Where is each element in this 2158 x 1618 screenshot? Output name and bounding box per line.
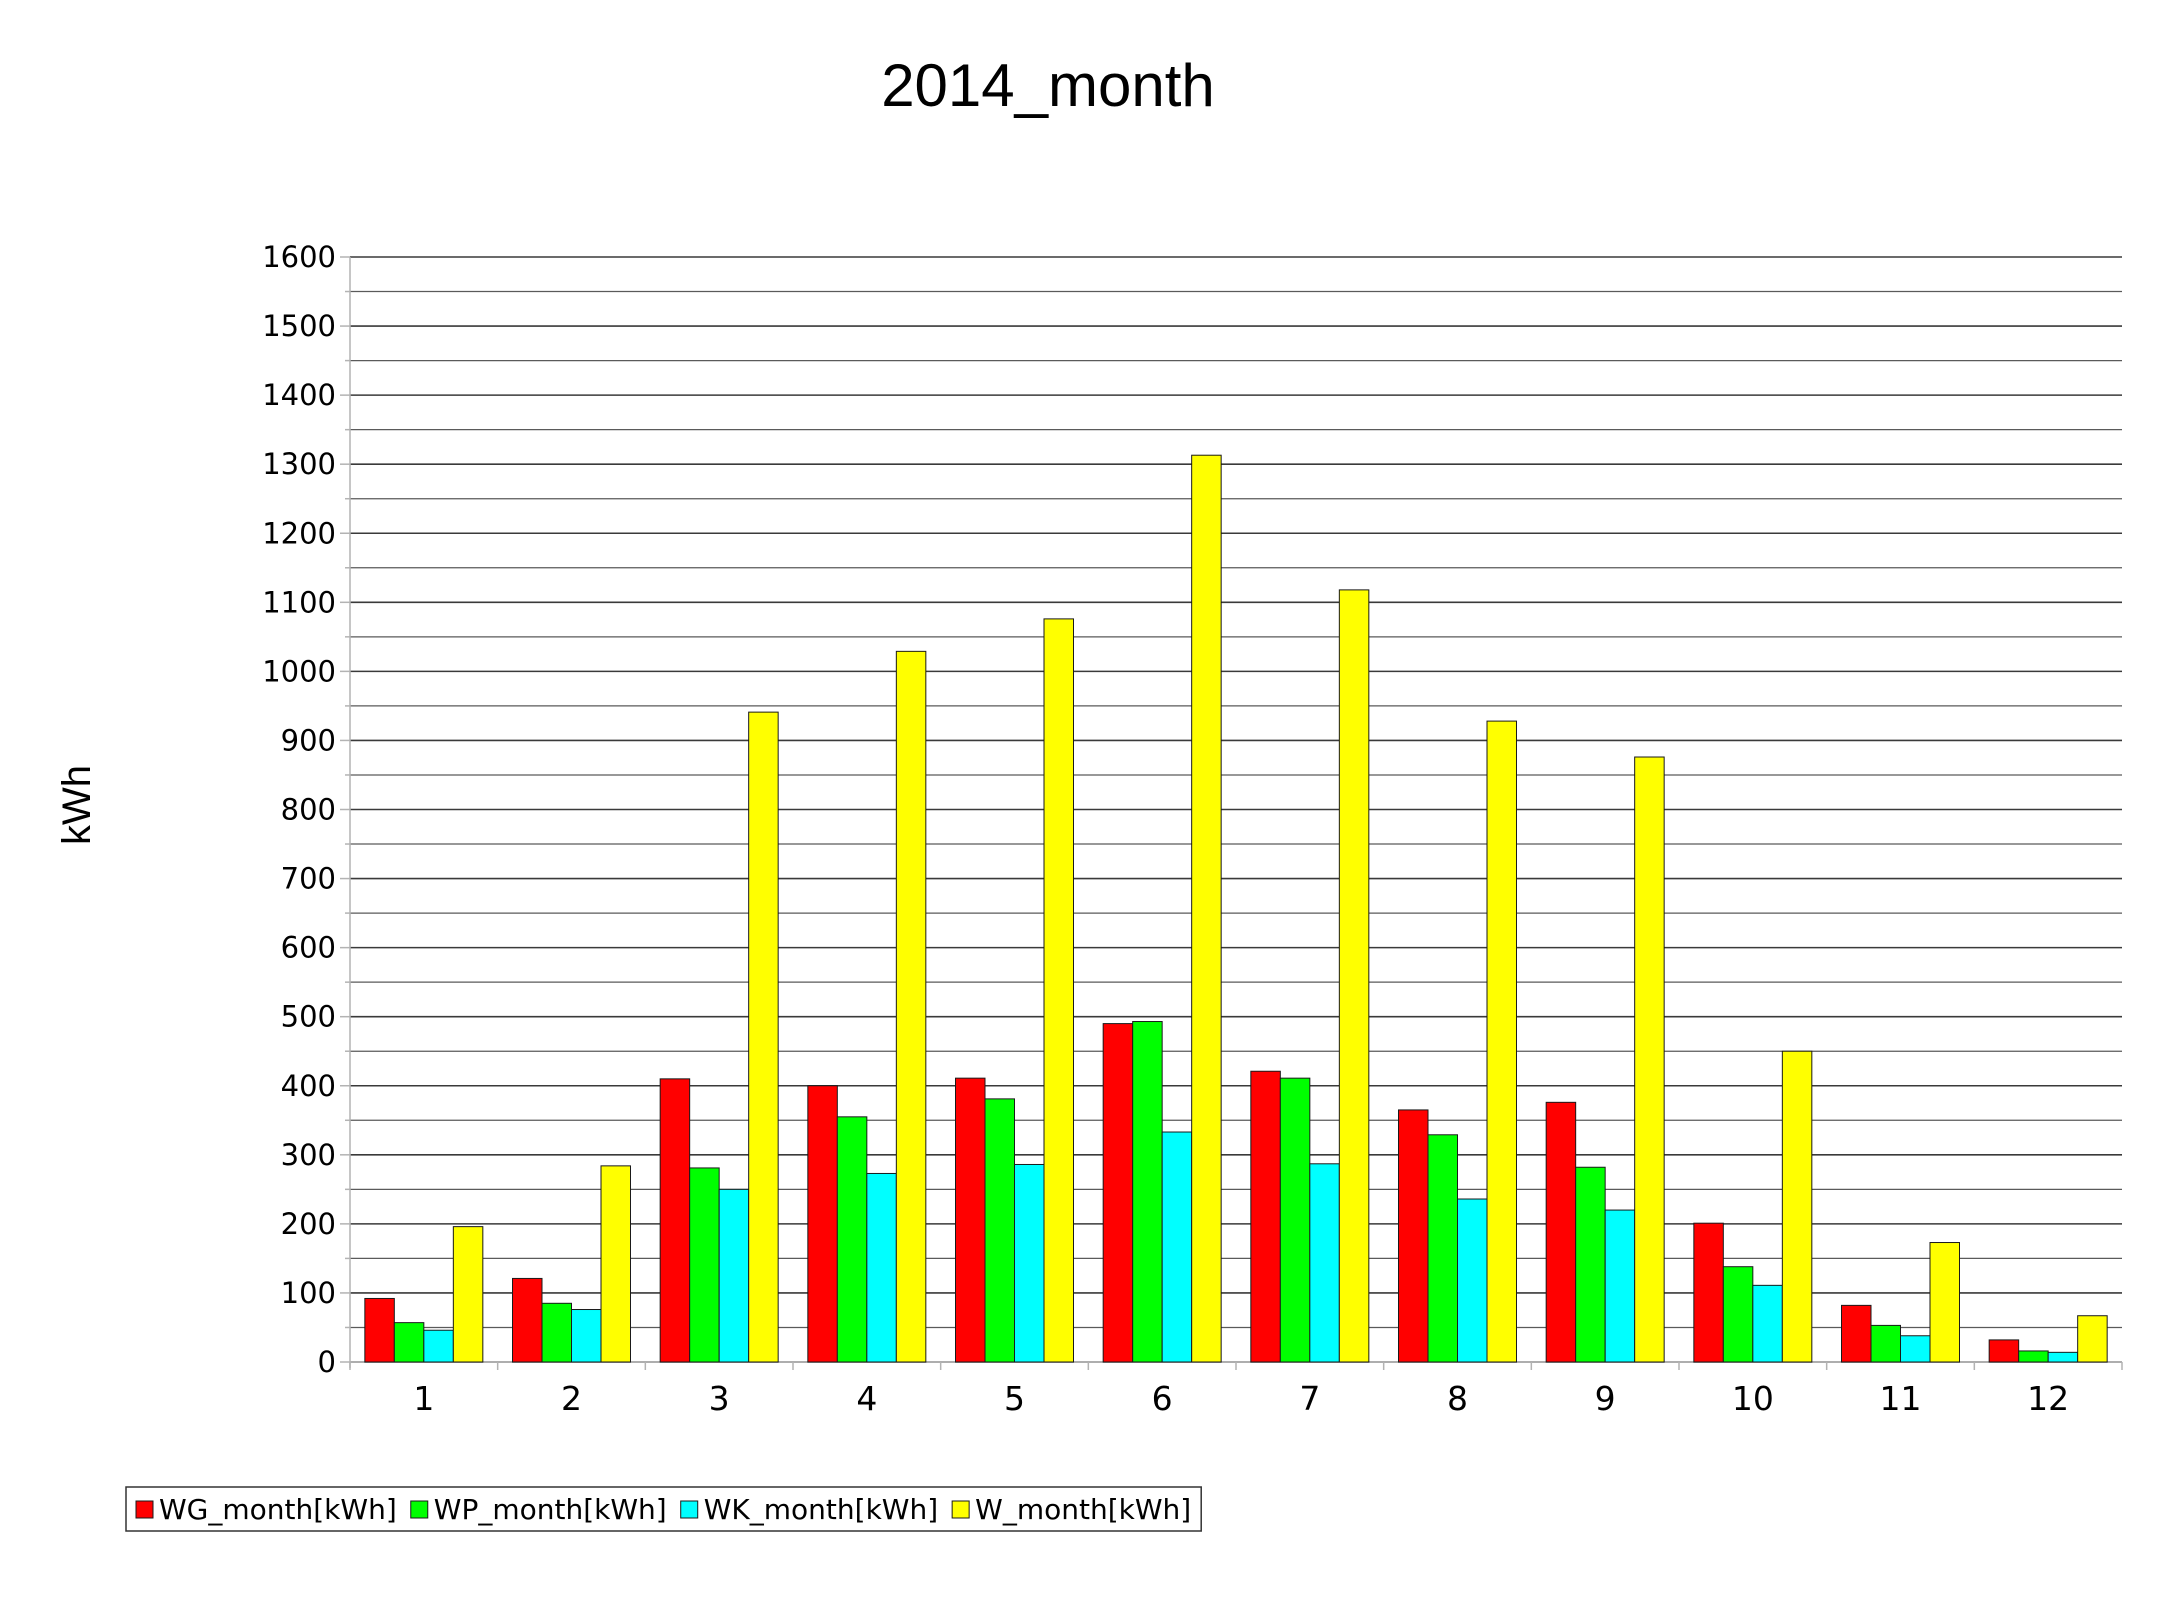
bar <box>689 1167 720 1363</box>
y-tick-label: 400 <box>281 1069 336 1103</box>
bar <box>866 1172 897 1363</box>
x-tick-label: 12 <box>2027 1379 2069 1418</box>
bar <box>571 1309 602 1363</box>
bar <box>1752 1284 1783 1363</box>
y-tick-label: 1300 <box>262 447 336 481</box>
legend-entry: W_month[kWh] <box>975 1493 1191 1526</box>
bar <box>1870 1324 1901 1363</box>
bar <box>1279 1077 1311 1363</box>
y-tick-label: 600 <box>281 931 336 965</box>
y-tick-label: 300 <box>281 1138 336 1172</box>
bar <box>2077 1315 2108 1363</box>
y-tick-label: 900 <box>281 723 336 757</box>
x-tick-label: 2 <box>561 1379 582 1418</box>
x-tick-label: 3 <box>709 1379 730 1418</box>
x-tick-label: 9 <box>1595 1379 1616 1418</box>
bar <box>659 1078 691 1363</box>
y-tick-label: 0 <box>318 1345 336 1379</box>
chart-title: 2014_month <box>881 52 1215 119</box>
x-tick-label: 5 <box>1004 1379 1025 1418</box>
bar <box>1250 1070 1281 1363</box>
x-tick-label: 4 <box>856 1379 877 1418</box>
bar <box>1132 1021 1163 1363</box>
bar <box>1486 720 1517 1363</box>
bar <box>1457 1198 1488 1363</box>
bar <box>2018 1350 2049 1363</box>
axes <box>340 256 2123 1370</box>
x-tick-label: 6 <box>1152 1379 1173 1418</box>
legend-entry: WG_month[kWh] <box>159 1493 397 1526</box>
legend: WG_month[kWh] WP_month[kWh] WK_month[kWh] W… <box>125 1486 1202 1532</box>
bar <box>836 1116 868 1363</box>
y-tick-label: 1500 <box>262 309 336 343</box>
bar <box>984 1098 1015 1363</box>
x-tick-label: 11 <box>1880 1379 1922 1418</box>
y-axis-label: kWh <box>55 765 99 845</box>
y-tick-label: 1600 <box>262 240 336 274</box>
x-tick-label: 7 <box>1299 1379 1320 1418</box>
y-tick-label: 100 <box>281 1276 336 1310</box>
x-tick-label: 8 <box>1447 1379 1468 1418</box>
bar <box>423 1329 454 1363</box>
bar <box>364 1297 395 1363</box>
bar <box>1722 1266 1754 1363</box>
bar <box>1634 756 1665 1363</box>
x-tick-label: 10 <box>1732 1379 1774 1418</box>
bar <box>452 1226 484 1363</box>
bar <box>895 650 927 1363</box>
legend-swatch <box>951 1500 970 1519</box>
bar <box>1102 1023 1134 1363</box>
bar <box>1043 618 1074 1363</box>
y-tick-label: 800 <box>281 793 336 827</box>
bar <box>1398 1109 1429 1363</box>
bar <box>512 1277 543 1363</box>
legend-swatch <box>680 1500 699 1519</box>
legend-entry: WK_month[kWh] <box>704 1493 938 1526</box>
bar <box>1427 1134 1458 1363</box>
y-tick-label: 700 <box>281 862 336 896</box>
legend-swatch <box>410 1500 429 1519</box>
bar <box>955 1077 986 1363</box>
y-tick-label: 1100 <box>262 585 336 619</box>
y-tick-labels: 0 100 200 300 400 500 600 700 800 900 1000 1100 1200… <box>262 240 336 1379</box>
bar <box>1309 1163 1340 1363</box>
gridlines <box>350 256 2122 1363</box>
bar <box>541 1302 572 1363</box>
y-tick-label: 1200 <box>262 516 336 550</box>
bar <box>393 1322 425 1363</box>
bar <box>1929 1242 1960 1363</box>
bars <box>364 454 2108 1363</box>
bar <box>807 1085 838 1363</box>
bar <box>1575 1166 1606 1363</box>
bar <box>1161 1131 1193 1363</box>
legend-entry: WP_month[kWh] <box>434 1493 667 1526</box>
bar <box>1781 1050 1813 1363</box>
legend-box <box>125 1486 1202 1532</box>
y-tick-label: 500 <box>281 1000 336 1034</box>
bar <box>1338 589 1370 1363</box>
bar <box>1693 1222 1724 1363</box>
bar <box>1014 1163 1045 1363</box>
legend-swatch <box>135 1500 154 1519</box>
y-tick-label: 200 <box>281 1207 336 1241</box>
x-tick-label: 1 <box>413 1379 434 1418</box>
bar <box>1191 454 1222 1363</box>
bar <box>2047 1351 2079 1363</box>
bar <box>718 1188 750 1363</box>
bar <box>1545 1101 1577 1363</box>
y-tick-label: 1400 <box>262 378 336 412</box>
bar <box>1900 1335 1931 1363</box>
bar <box>1841 1304 1872 1363</box>
bar <box>1988 1339 2020 1363</box>
bar <box>600 1165 631 1363</box>
y-tick-label: 1000 <box>262 654 336 688</box>
x-tick-labels: 1 2 3 4 5 6 7 8 9 10 11 12 <box>413 1379 2069 1418</box>
bar <box>1604 1209 1636 1363</box>
bar <box>748 711 779 1363</box>
